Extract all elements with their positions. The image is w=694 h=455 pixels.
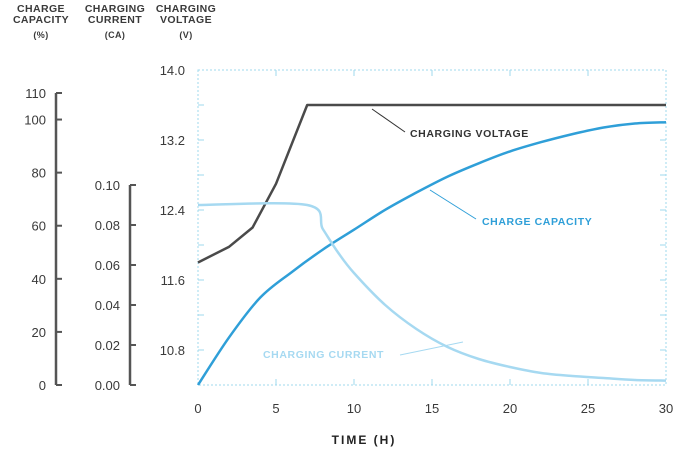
- capacity-tick-label: 0: [39, 378, 46, 393]
- axes: [54, 92, 136, 386]
- current-annotation-leader: [399, 341, 464, 356]
- current-tick-label: 0.10: [95, 178, 120, 193]
- capacity-header-line2: CAPACITY: [12, 14, 70, 26]
- capacity-annotation-label: CHARGE CAPACITY: [482, 216, 592, 228]
- current-tick-label: 0.08: [95, 218, 120, 233]
- current-tick-label: 0.00: [95, 378, 120, 393]
- voltage-header-unit: (V): [179, 30, 193, 40]
- capacity-header-line1: CHARGE: [17, 3, 65, 15]
- current-header-line1: CHARGING: [84, 3, 146, 15]
- voltage-annotation-label: CHARGING VOLTAGE: [410, 128, 529, 140]
- current-annotation-label: CHARGING CURRENT: [263, 349, 384, 361]
- capacity-tick-label: 110: [25, 86, 46, 101]
- time-tick-label: 5: [272, 401, 279, 416]
- voltage-tick-label: 14.0: [160, 63, 185, 78]
- capacity-annotation-leader: [429, 189, 477, 220]
- voltage-header-line1: CHARGING: [155, 3, 217, 15]
- current-tick-label: 0.02: [95, 338, 120, 353]
- voltage-axis-header: CHARGING VOLTAGE (V): [150, 4, 222, 41]
- capacity-tick-label: 40: [32, 272, 46, 287]
- voltage-tick-label: 10.8: [160, 343, 185, 358]
- series-lines: [196, 103, 667, 386]
- charging-voltage-line: [197, 103, 666, 264]
- time-tick-label: 20: [503, 401, 517, 416]
- voltage-header-line2: VOLTAGE: [160, 14, 212, 26]
- voltage-tick-label: 13.2: [160, 133, 185, 148]
- time-tick-label: 30: [659, 401, 673, 416]
- capacity-tick-label: 100: [24, 113, 46, 128]
- current-axis-header: CHARGING CURRENT (CA): [80, 4, 150, 41]
- capacity-tick-label: 80: [32, 166, 46, 181]
- current-tick-label: 0.06: [95, 258, 120, 273]
- capacity-header-unit: (%): [33, 30, 49, 40]
- series-annotations: CHARGING VOLTAGE CHARGE CAPACITY CHARGING …: [263, 108, 592, 361]
- x-axis-label: TIME (H): [332, 433, 397, 447]
- capacity-tick-label: 60: [32, 219, 46, 234]
- time-tick-label: 25: [581, 401, 595, 416]
- current-header-line2: CURRENT: [87, 14, 143, 26]
- time-tick-label: 15: [425, 401, 439, 416]
- time-tick-label: 10: [347, 401, 361, 416]
- voltage-tick-label: 12.4: [160, 203, 185, 218]
- voltage-tick-label: 11.6: [161, 273, 185, 288]
- tick-labels: 0204060801001100.000.020.040.060.080.101…: [24, 63, 673, 416]
- capacity-tick-label: 20: [32, 325, 46, 340]
- current-header-unit: (CA): [104, 30, 126, 40]
- capacity-axis-header: CHARGE CAPACITY (%): [2, 4, 80, 41]
- charge-capacity-line: [196, 120, 667, 386]
- current-tick-label: 0.04: [95, 298, 120, 313]
- plot-grid: [197, 69, 667, 386]
- time-tick-label: 0: [194, 401, 201, 416]
- voltage-annotation-leader: [371, 108, 406, 133]
